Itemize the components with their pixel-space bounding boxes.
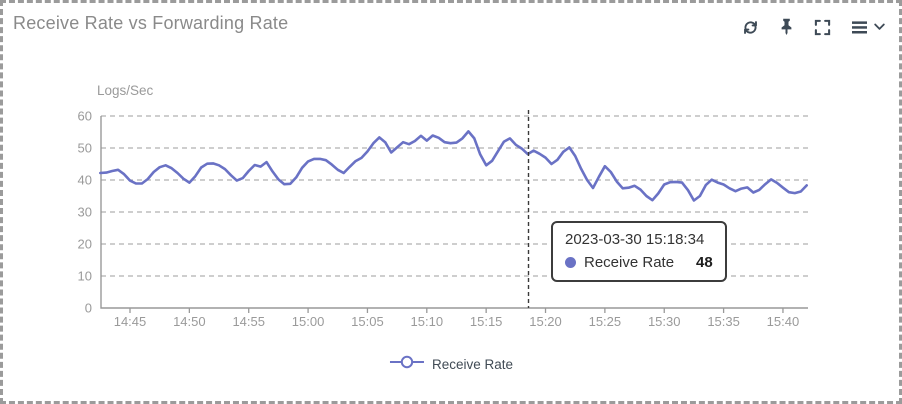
- widget-title: Receive Rate vs Forwarding Rate: [13, 13, 289, 33]
- svg-text:15:10: 15:10: [411, 314, 444, 329]
- pin-button[interactable]: [779, 18, 794, 36]
- svg-text:30: 30: [78, 205, 92, 220]
- svg-text:15:15: 15:15: [470, 314, 503, 329]
- svg-text:15:20: 15:20: [529, 314, 562, 329]
- svg-text:40: 40: [78, 173, 92, 188]
- fullscreen-icon: [814, 19, 831, 36]
- svg-text:15:25: 15:25: [589, 314, 622, 329]
- series-dot-icon: [565, 257, 576, 268]
- widget-actions-menu-button[interactable]: [851, 20, 885, 35]
- menu-icon: [851, 20, 868, 35]
- svg-text:15:05: 15:05: [351, 314, 384, 329]
- svg-text:Logs/Sec: Logs/Sec: [97, 83, 154, 98]
- svg-text:10: 10: [78, 269, 92, 284]
- legend-item-receive-rate[interactable]: Receive Rate: [389, 355, 513, 374]
- tooltip-timestamp: 2023-03-30 15:18:34: [565, 231, 705, 248]
- svg-text:50: 50: [78, 141, 92, 156]
- svg-text:15:35: 15:35: [707, 314, 740, 329]
- widget-toolbar: [742, 18, 885, 36]
- legend-line-marker-icon: [389, 355, 425, 374]
- svg-text:15:40: 15:40: [767, 314, 800, 329]
- chevron-down-icon: [874, 23, 885, 31]
- fullscreen-button[interactable]: [814, 19, 831, 36]
- tooltip-series-name: Receive Rate: [584, 254, 675, 271]
- svg-text:15:00: 15:00: [292, 314, 325, 329]
- legend-label: Receive Rate: [431, 357, 514, 372]
- tooltip-value: 48: [696, 254, 713, 271]
- svg-text:14:50: 14:50: [173, 314, 206, 329]
- svg-text:15:30: 15:30: [648, 314, 681, 329]
- svg-text:14:45: 14:45: [114, 314, 147, 329]
- refresh-button[interactable]: [742, 19, 759, 36]
- refresh-icon: [742, 19, 759, 36]
- line-chart-canvas[interactable]: 0 10 20 30 40 50 60 Logs/Sec 14:45 14:50 14:55 15:0…: [3, 3, 902, 404]
- pin-icon: [779, 18, 794, 36]
- svg-text:0: 0: [85, 301, 92, 316]
- hover-tooltip: 2023-03-30 15:18:34 Receive Rate 48: [551, 221, 727, 282]
- svg-text:20: 20: [78, 237, 92, 252]
- svg-text:14:55: 14:55: [232, 314, 265, 329]
- svg-text:60: 60: [78, 109, 92, 124]
